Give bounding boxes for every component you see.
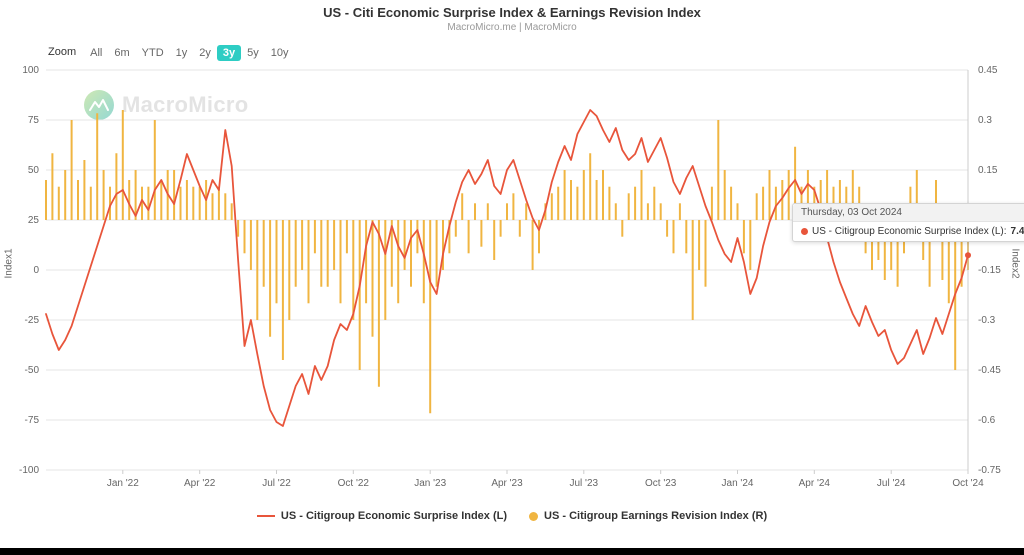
svg-text:-0.3: -0.3 [978,315,996,326]
tooltip-series-label: US - Citigroup Economic Surprise Index (… [812,226,1007,237]
earnings-revision-bars [45,110,969,414]
svg-text:Jan '23: Jan '23 [414,478,446,489]
zoom-toolbar-label: Zoom [48,46,77,58]
watermark: MacroMicro [84,90,248,120]
svg-text:-0.75: -0.75 [978,465,1001,476]
legend-item-earnings-revision[interactable]: US - Citigroup Earnings Revision Index (… [529,510,767,522]
left-axis-title: Index1 [3,248,15,279]
chart-tooltip: Thursday, 03 Oct 2024 US - Citigroup Eco… [792,203,1024,242]
line-swatch-icon [256,515,275,517]
macromicro-logo-icon [84,90,114,120]
zoom-option-all[interactable]: All [90,47,103,59]
svg-text:-0.45: -0.45 [978,365,1001,376]
chart-subtitle: MacroMicro.me | MacroMicro [447,22,577,33]
svg-text:Oct '22: Oct '22 [338,478,370,489]
zoom-option-1y[interactable]: 1y [175,47,188,59]
zoom-option-ytd[interactable]: YTD [141,47,164,59]
svg-text:-75: -75 [25,415,40,426]
svg-text:100: 100 [22,65,39,76]
svg-text:-0.6: -0.6 [978,415,996,426]
legend-label-earnings-revision: US - Citigroup Earnings Revision Index (… [544,510,768,522]
svg-text:Jul '22: Jul '22 [262,478,291,489]
svg-text:0.15: 0.15 [978,165,998,176]
svg-text:Jul '24: Jul '24 [877,478,906,489]
svg-text:75: 75 [28,115,40,126]
zoom-option-6m[interactable]: 6m [114,47,130,59]
svg-text:Oct '23: Oct '23 [645,478,677,489]
svg-text:Apr '23: Apr '23 [491,478,523,489]
tooltip-value: 7.40 [1010,226,1024,237]
svg-text:Jan '22: Jan '22 [107,478,139,489]
page-title: US - Citi Economic Surprise Index & Earn… [323,5,701,20]
hover-point-marker [965,252,971,259]
svg-text:Apr '24: Apr '24 [799,478,831,489]
zoom-option-3y[interactable]: 3y [216,45,242,61]
svg-text:-50: -50 [25,365,40,376]
svg-text:-0.15: -0.15 [978,265,1001,276]
tooltip-date: Thursday, 03 Oct 2024 [793,204,1024,222]
zoom-options-group: All 6m YTD 1y 2y 3y 5y 10y [84,43,294,61]
svg-text:0.3: 0.3 [978,115,992,126]
zoom-toolbar: Zoom All 6m YTD 1y 2y 3y 5y 10y [48,43,295,61]
legend-item-surprise-index[interactable]: US - Citigroup Economic Surprise Index (… [256,510,508,522]
dot-swatch-icon [529,511,539,521]
watermark-text: MacroMicro [122,92,249,117]
tooltip-body: US - Citigroup Economic Surprise Index (… [793,222,1024,241]
right-axis-title: Index2 [1009,248,1021,279]
bottom-bar [0,548,1024,555]
economic-surprise-line [45,109,969,427]
chart-legend: US - Citigroup Economic Surprise Index (… [0,510,1024,522]
svg-text:0: 0 [33,265,39,276]
zoom-option-2y[interactable]: 2y [199,47,211,59]
svg-text:Jan '24: Jan '24 [722,478,754,489]
svg-text:Apr '22: Apr '22 [184,478,216,489]
svg-text:Oct '24: Oct '24 [952,478,984,489]
svg-text:25: 25 [28,215,40,226]
zoom-option-10y[interactable]: 10y [270,47,289,59]
svg-text:Jul '23: Jul '23 [570,478,599,489]
svg-text:-100: -100 [19,465,39,476]
svg-text:50: 50 [28,165,40,176]
series-dot-icon [801,228,808,235]
svg-text:0.45: 0.45 [978,65,998,76]
zoom-option-5y[interactable]: 5y [247,47,259,59]
svg-text:-25: -25 [25,315,40,326]
legend-label-surprise-index: US - Citigroup Economic Surprise Index (… [280,510,508,522]
